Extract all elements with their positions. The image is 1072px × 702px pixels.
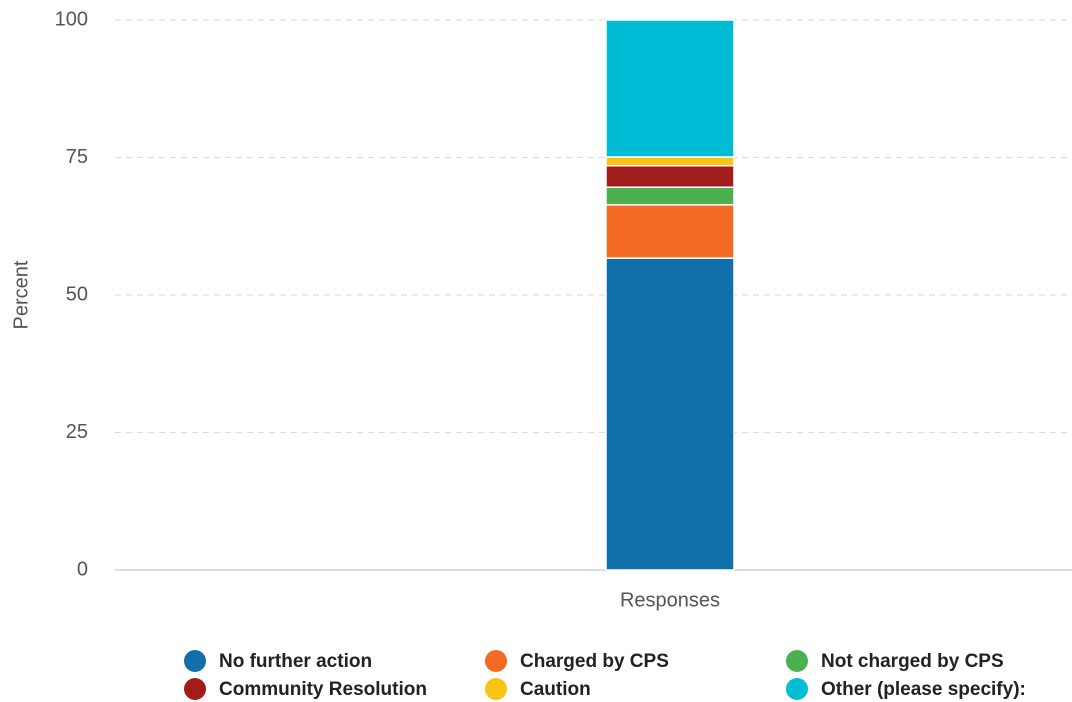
bar-segment bbox=[605, 186, 735, 206]
bar-segment bbox=[605, 165, 735, 188]
bar-segment bbox=[605, 156, 735, 167]
legend-label: Other (please specify): bbox=[821, 679, 1026, 700]
legend-label: Not charged by CPS bbox=[821, 651, 1004, 672]
legend-swatch bbox=[184, 678, 206, 700]
legend-swatch bbox=[485, 678, 507, 700]
legend-swatch bbox=[786, 650, 808, 672]
legend-label: No further action bbox=[219, 651, 372, 672]
bar-segment bbox=[605, 19, 735, 158]
y-tick-label: 0 bbox=[77, 558, 88, 580]
legend-label: Caution bbox=[520, 679, 591, 700]
bar-segment bbox=[605, 204, 735, 259]
legend-swatch bbox=[184, 650, 206, 672]
x-tick-label: Responses bbox=[620, 589, 720, 611]
y-tick-label: 75 bbox=[66, 146, 88, 168]
legend-label: Charged by CPS bbox=[520, 651, 669, 672]
y-tick-label: 50 bbox=[66, 283, 88, 305]
legend-swatch bbox=[485, 650, 507, 672]
legend-swatch bbox=[786, 678, 808, 700]
bar-segment bbox=[605, 257, 735, 571]
y-tick-label: 25 bbox=[66, 421, 88, 443]
y-tick-label: 100 bbox=[55, 8, 88, 30]
y-axis-label: Percent bbox=[10, 260, 32, 329]
legend-label: Community Resolution bbox=[219, 679, 427, 700]
